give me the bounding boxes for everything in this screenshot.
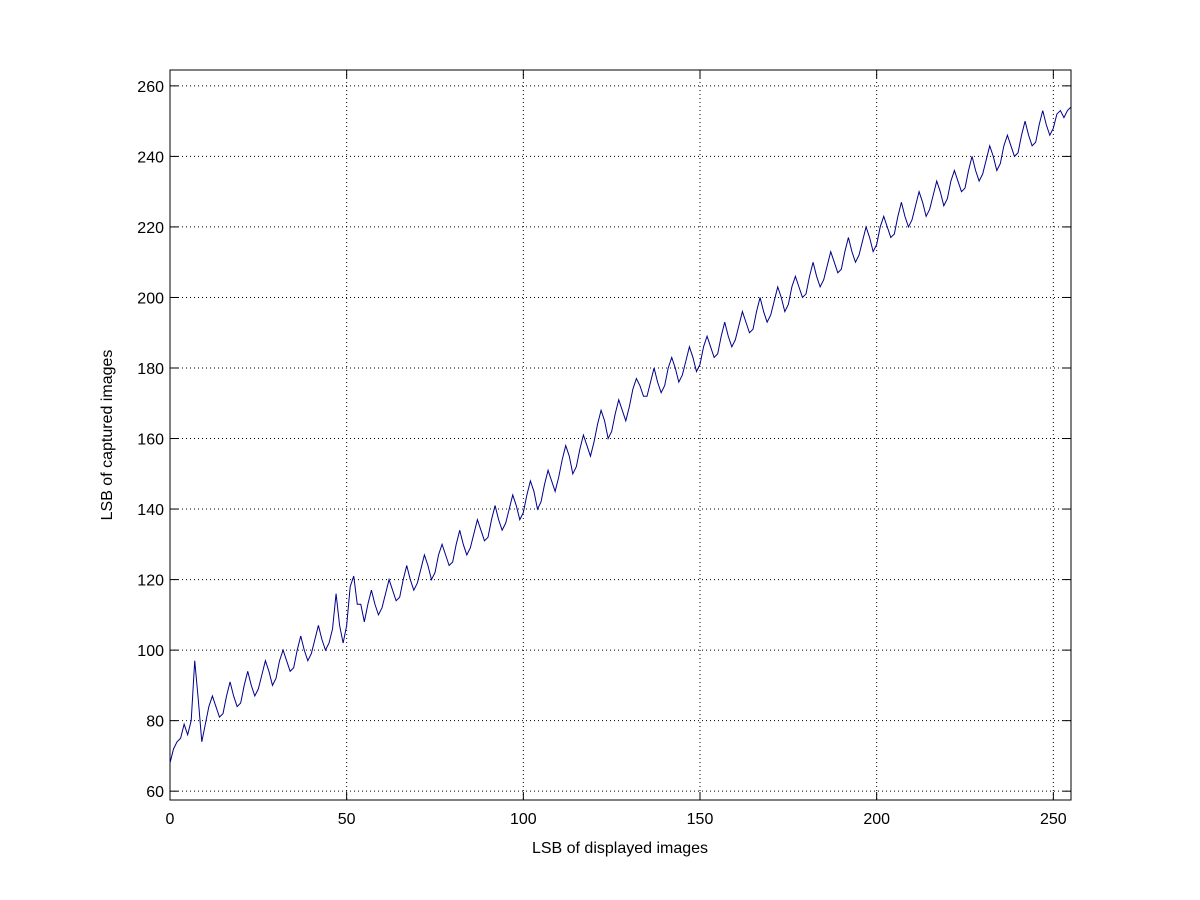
plot-area (170, 70, 1071, 800)
x-tick-label: 50 (338, 811, 356, 828)
y-tick-label: 200 (137, 290, 164, 307)
x-tick-label: 250 (1040, 811, 1067, 828)
x-axis-label: LSB of displayed images (532, 840, 708, 857)
y-tick-label: 260 (137, 79, 164, 96)
x-tick-label: 0 (166, 811, 175, 828)
y-tick-label: 140 (137, 502, 164, 519)
y-axis-label: LSB of captured images (99, 350, 116, 521)
y-tick-label: 180 (137, 361, 164, 378)
data-line (169, 106, 1072, 764)
y-tick-label: 80 (146, 714, 164, 731)
y-tick-label: 120 (137, 573, 164, 590)
y-tick-label: 240 (137, 149, 164, 166)
axes-box (169, 69, 1072, 801)
y-tick-label: 160 (137, 432, 164, 449)
x-tick-label: 100 (510, 811, 537, 828)
x-tick-label: 200 (863, 811, 890, 828)
x-tick-label: 150 (687, 811, 714, 828)
y-tick-label: 60 (146, 784, 164, 801)
y-tick-label: 100 (137, 643, 164, 660)
y-tick-label: 220 (137, 220, 164, 237)
